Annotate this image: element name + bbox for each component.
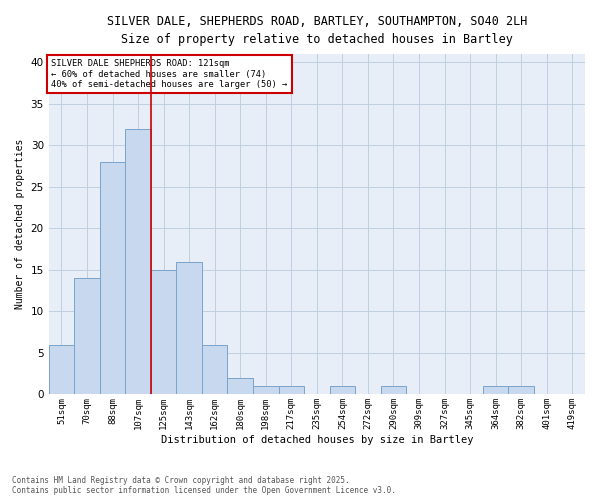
Bar: [508, 386, 534, 394]
Bar: [329, 386, 355, 394]
Bar: [176, 262, 202, 394]
Bar: [253, 386, 278, 394]
Title: SILVER DALE, SHEPHERDS ROAD, BARTLEY, SOUTHAMPTON, SO40 2LH
Size of property rel: SILVER DALE, SHEPHERDS ROAD, BARTLEY, SO…: [107, 15, 527, 46]
Bar: [278, 386, 304, 394]
Bar: [100, 162, 125, 394]
X-axis label: Distribution of detached houses by size in Bartley: Distribution of detached houses by size …: [161, 435, 473, 445]
Bar: [151, 270, 176, 394]
Bar: [125, 129, 151, 394]
Bar: [49, 344, 74, 395]
Bar: [227, 378, 253, 394]
Bar: [74, 278, 100, 394]
Text: Contains HM Land Registry data © Crown copyright and database right 2025.
Contai: Contains HM Land Registry data © Crown c…: [12, 476, 396, 495]
Text: SILVER DALE SHEPHERDS ROAD: 121sqm
← 60% of detached houses are smaller (74)
40%: SILVER DALE SHEPHERDS ROAD: 121sqm ← 60%…: [52, 59, 287, 89]
Y-axis label: Number of detached properties: Number of detached properties: [15, 139, 25, 310]
Bar: [380, 386, 406, 394]
Bar: [202, 344, 227, 395]
Bar: [483, 386, 508, 394]
